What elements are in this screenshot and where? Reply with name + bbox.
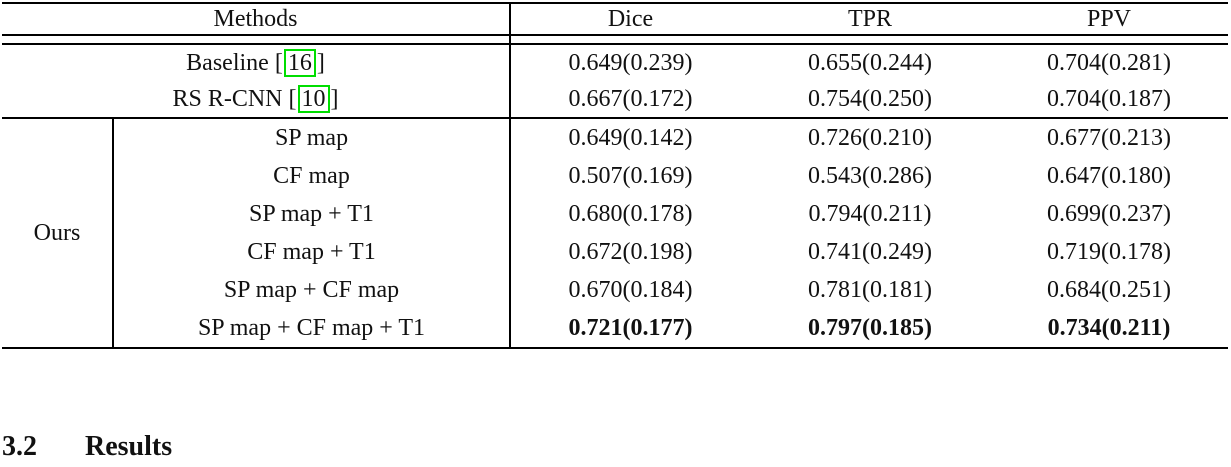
ppv-value: 0.677(0.213) [1047,124,1171,151]
table-row: Ours SP map 0.649(0.142) 0.726(0.210) 0.… [2,118,1228,349]
double-rule-gap [2,34,1228,45]
table-row: SP map + T1 0.680(0.178) 0.794(0.211) 0.… [2,195,1228,233]
ours-group-label: Ours [2,118,114,349]
column-header-dice: Dice [509,2,750,35]
bracket-open: [ [288,86,297,112]
method-sp-map-cf-map: SP map + CF map [223,276,400,303]
dice-value-best: 0.721(0.177) [509,309,750,349]
method-label: Baseline [186,50,269,76]
table-header-row: Methods Dice TPR PPV [2,2,1228,35]
citation-group: [16] [274,49,325,77]
dice-value: 0.649(0.142) [509,118,750,157]
ppv-value: 0.719(0.178) [1047,238,1171,265]
tpr-value: 0.794(0.211) [808,200,932,227]
table-row: CF map + T1 0.672(0.198) 0.741(0.249) 0.… [2,233,1228,271]
table-row: CF map 0.507(0.169) 0.543(0.286) 0.647(0… [2,157,1228,195]
method-sp-map: SP map [274,124,349,151]
bracket-close: ] [316,50,325,76]
citation-group: [10] [288,85,339,113]
bracket-open: [ [274,50,283,76]
method-cf-map: CF map [273,162,350,189]
ppv-value: 0.704(0.281) [1047,49,1171,76]
tpr-value: 0.655(0.244) [808,49,932,76]
table-row: RS R-CNN[10] 0.667(0.172) 0.754(0.250) 0… [2,81,1228,119]
section-heading: 3.2 Results [2,431,172,463]
dice-value: 0.667(0.172) [509,81,750,119]
table-row: Baseline[16] 0.649(0.239) 0.655(0.244) 0… [2,44,1228,81]
table-row: SP map + CF map + T1 0.721(0.177) 0.797(… [2,309,1228,349]
section-title: Results [85,431,173,462]
column-header-tpr: TPR [750,2,990,35]
ppv-value: 0.647(0.180) [1047,162,1171,189]
tpr-value: 0.741(0.249) [808,238,932,265]
ppv-value-best: 0.734(0.211) [990,309,1228,349]
dice-value: 0.649(0.239) [509,44,750,81]
method-sp-map-cf-map-t1: SP map + CF map + T1 [113,309,510,349]
tpr-value-best: 0.797(0.185) [750,309,990,349]
bracket-close: ] [330,86,339,112]
tpr-value: 0.781(0.181) [808,276,932,303]
column-header-ppv: PPV [990,2,1228,35]
results-table: Methods Dice TPR PPV Baseline[16] 0.649(… [2,2,1228,349]
method-cf-map-t1: CF map + T1 [247,238,376,265]
ppv-value: 0.704(0.187) [990,81,1228,119]
section-number: 3.2 [2,431,37,462]
ppv-value: 0.684(0.251) [1047,276,1171,303]
tpr-value: 0.726(0.210) [808,124,932,151]
citation-link-10[interactable]: 10 [297,85,330,113]
method-rs-r-cnn: RS R-CNN[10] [2,81,510,119]
dice-value: 0.672(0.198) [509,233,750,271]
table-row: SP map + CF map 0.670(0.184) 0.781(0.181… [2,271,1228,309]
dice-value: 0.670(0.184) [509,271,750,309]
dice-value: 0.680(0.178) [509,195,750,233]
method-sp-map-t1: SP map + T1 [249,200,374,227]
citation-link-16[interactable]: 16 [283,49,316,77]
dice-value: 0.507(0.169) [509,157,750,195]
tpr-value: 0.754(0.250) [750,81,990,119]
tpr-value: 0.543(0.286) [808,162,932,189]
method-baseline: Baseline[16] [2,44,510,81]
column-header-methods: Methods [2,2,510,35]
method-label: RS R-CNN [172,86,283,112]
ppv-value: 0.699(0.237) [1047,200,1171,227]
